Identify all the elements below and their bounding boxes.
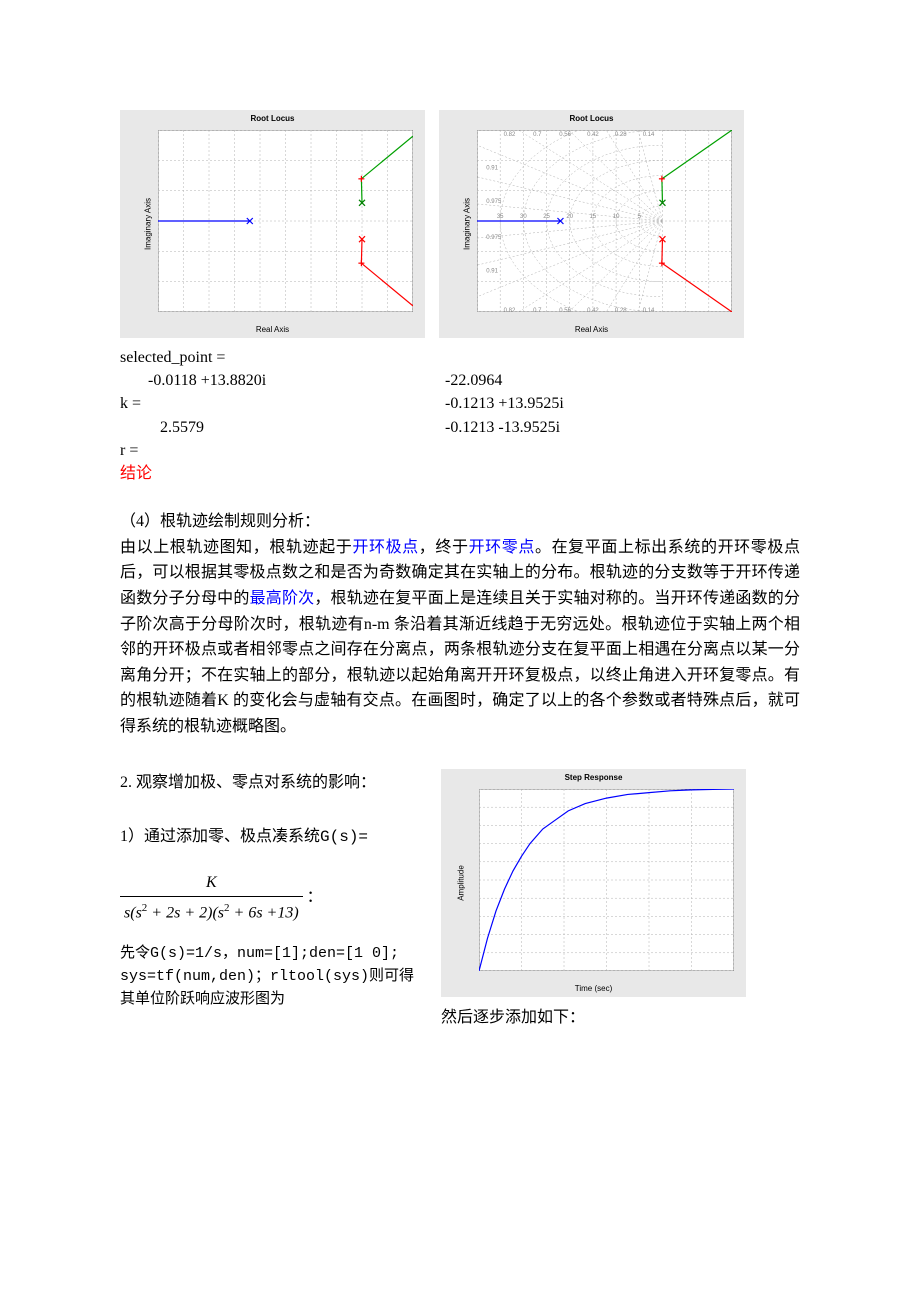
gs-symbol: G(s)= — [320, 828, 368, 846]
svg-text:20: 20 — [566, 214, 573, 220]
k-value: 2.5579 — [120, 416, 425, 439]
formula-colon: ： — [307, 888, 323, 905]
frac-den: s(s2 + 2s + 2)(s2 + 6s +13) — [120, 897, 303, 927]
root-locus-chart-2: Root Locus Imaginary Axis Real Axis -40-… — [439, 110, 744, 338]
code-line-b: sys=tf(num,den)；rltool(sys)则可得其单位阶跃响应波形图… — [120, 966, 425, 1011]
code-line-a: 先令G(s)=1/s，num=[1];den=[1 0]; — [120, 941, 425, 967]
section2-heading: 2. 观察增加极、零点对系统的影响： — [120, 769, 425, 796]
svg-text:30: 30 — [520, 214, 527, 220]
chart2-ylabel: Imaginary Axis — [463, 198, 472, 250]
svg-text:0.14: 0.14 — [643, 132, 655, 138]
section4-paragraph: 由以上根轨迹图知，根轨迹起于开环极点，终于开环零点。在复平面上标出系统的开环零极… — [120, 535, 800, 740]
frac-num: K — [120, 869, 303, 897]
section4-heading: （4）根轨迹绘制规则分析： — [120, 509, 800, 535]
selected-point-value: -0.0118 +13.8820i — [120, 369, 425, 392]
chart2-xlabel: Real Axis — [439, 325, 744, 334]
chart2-plot: -40-35-30-25-20-15-10-5051015-30-20-1001… — [477, 130, 732, 312]
chart2-title: Root Locus — [439, 114, 744, 123]
r-value-3: -0.1213 -13.9525i — [445, 416, 800, 439]
step-xlabel: Time (sec) — [441, 984, 746, 993]
section2-sub1-prefix: 1）通过添加零、极点凑系统 — [120, 828, 320, 845]
step-caption: 然后逐步添加如下： — [441, 1003, 800, 1027]
root-locus-chart-1: Root Locus Imaginary Axis Real Axis -40-… — [120, 110, 425, 338]
conclusion-label: 结论 — [120, 462, 425, 485]
chart1-ylabel: Imaginary Axis — [144, 198, 153, 250]
step-plot: 012345600.10.20.30.40.50.60.70.80.91 — [479, 789, 734, 971]
svg-text:0.42: 0.42 — [587, 308, 599, 312]
svg-text:0.91: 0.91 — [486, 269, 498, 275]
r-value-1: -22.0964 — [445, 369, 800, 392]
step-ylabel: Amplitude — [456, 866, 465, 902]
svg-text:10: 10 — [613, 214, 620, 220]
svg-text:35: 35 — [497, 214, 504, 220]
svg-text:0.91: 0.91 — [486, 165, 498, 171]
svg-text:0.82: 0.82 — [504, 132, 516, 138]
svg-text:0.56: 0.56 — [559, 308, 571, 312]
r-value-2: -0.1213 +13.9525i — [445, 392, 800, 415]
k-label: k = — [120, 392, 425, 415]
svg-text:0.42: 0.42 — [587, 132, 599, 138]
svg-text:0.56: 0.56 — [559, 132, 571, 138]
chart1-title: Root Locus — [120, 114, 425, 123]
svg-text:0.82: 0.82 — [504, 308, 516, 312]
svg-text:0.28: 0.28 — [615, 308, 627, 312]
selected-point-label: selected_point = — [120, 346, 800, 369]
step-response-chart: Step Response Amplitude Time (sec) 01234… — [441, 769, 746, 997]
step-title: Step Response — [441, 773, 746, 782]
transfer-function: K s(s2 + 2s + 2)(s2 + 6s +13) ： — [120, 869, 425, 927]
svg-text:25: 25 — [543, 214, 550, 220]
svg-text:0.14: 0.14 — [643, 308, 655, 312]
chart1-plot: -40-35-30-25-20-15-10-50510-30-20-100102… — [158, 130, 413, 312]
matlab-output: selected_point = -0.0118 +13.8820i k = 2… — [120, 346, 800, 485]
svg-text:0.7: 0.7 — [533, 132, 542, 138]
svg-text:0.975: 0.975 — [486, 235, 502, 241]
svg-text:15: 15 — [590, 214, 597, 220]
r-label: r = — [120, 439, 425, 462]
svg-text:0.7: 0.7 — [533, 308, 542, 312]
svg-text:0.975: 0.975 — [486, 199, 502, 205]
svg-text:0.28: 0.28 — [615, 132, 627, 138]
chart1-xlabel: Real Axis — [120, 325, 425, 334]
